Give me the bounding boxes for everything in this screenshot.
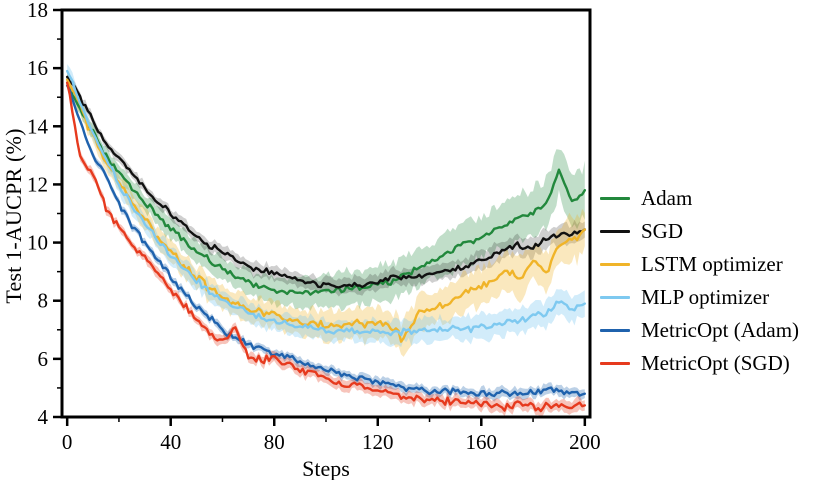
y-tick-label: 6 [38, 347, 49, 371]
legend-item-label: MetricOpt (SGD) [641, 351, 790, 375]
legend-item-label: LSTM optimizer [641, 252, 783, 276]
legend-line-swatch [600, 196, 630, 201]
legend-item-label: SGD [641, 219, 684, 243]
legend-line-swatch [600, 262, 630, 267]
y-tick-label: 16 [27, 56, 48, 80]
legend-item-metricopt-adam: MetricOpt (Adam) [600, 314, 799, 347]
legend-item-sgd: SGD [600, 215, 799, 248]
legend: Adam SGD LSTM optimizer MLP optimizer Me… [600, 182, 799, 380]
legend-item-lstm-optimizer: LSTM optimizer [600, 248, 799, 281]
legend-item-label: Adam [641, 186, 693, 210]
y-tick-label: 18 [27, 0, 48, 22]
line-3 [66, 69, 586, 337]
y-axis-title: Test 1-AUCPR (%) [1, 128, 26, 304]
y-tick-label: 14 [27, 114, 49, 138]
x-tick-label: 200 [569, 430, 601, 454]
band-2 [67, 72, 585, 357]
legend-line-swatch [600, 328, 630, 333]
band-1 [67, 71, 585, 297]
legend-line-swatch [600, 229, 630, 234]
legend-item-adam: Adam [600, 182, 799, 215]
x-tick-label: 40 [160, 430, 181, 454]
legend-item-label: MetricOpt (Adam) [641, 318, 800, 342]
x-tick-label: 80 [264, 430, 285, 454]
y-tick-label: 4 [38, 405, 49, 429]
x-axis-title: Steps [302, 456, 350, 480]
line-5 [66, 81, 586, 413]
legend-line-swatch [600, 295, 630, 300]
y-tick-label: 10 [27, 231, 48, 255]
legend-item-mlp-optimizer: MLP optimizer [600, 281, 799, 314]
line-4 [66, 84, 586, 398]
series-lines [66, 69, 586, 413]
legend-line-swatch [600, 361, 630, 366]
line-0 [66, 81, 586, 296]
y-tick-label: 12 [27, 172, 48, 196]
x-tick-label: 120 [362, 430, 394, 454]
x-tick-label: 160 [466, 430, 498, 454]
y-tick-label: 8 [38, 289, 49, 313]
legend-item-metricopt-sgd: MetricOpt (SGD) [600, 347, 799, 380]
legend-item-label: MLP optimizer [641, 285, 770, 309]
axes: 0 40 80 120 160 200 4 6 8 10 12 14 16 18 [27, 0, 601, 454]
x-tick-label: 0 [62, 430, 73, 454]
band-3 [67, 64, 585, 348]
line-1 [66, 75, 586, 289]
